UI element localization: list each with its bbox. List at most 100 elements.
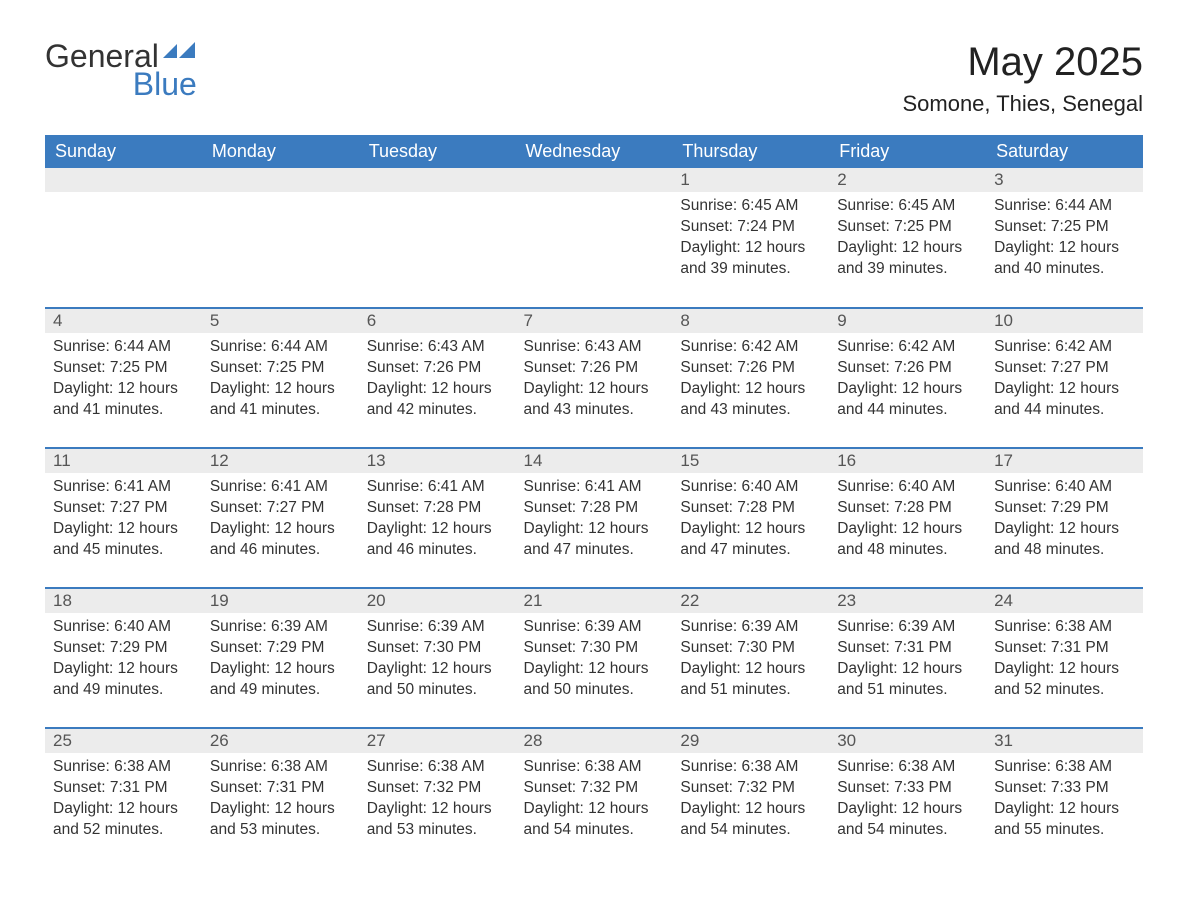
sunrise-line: Sunrise: 6:38 AM — [994, 617, 1135, 638]
day-number: 2 — [829, 168, 986, 192]
day-details: Sunrise: 6:42 AMSunset: 7:26 PMDaylight:… — [829, 333, 986, 425]
day-details: Sunrise: 6:38 AMSunset: 7:32 PMDaylight:… — [359, 753, 516, 845]
day-details: Sunrise: 6:40 AMSunset: 7:28 PMDaylight:… — [829, 473, 986, 565]
calendar-day: 21Sunrise: 6:39 AMSunset: 7:30 PMDayligh… — [516, 588, 673, 728]
daylight-line: Daylight: 12 hours and 39 minutes. — [680, 238, 821, 280]
sunrise-line: Sunrise: 6:41 AM — [524, 477, 665, 498]
daylight-line: Daylight: 12 hours and 50 minutes. — [367, 659, 508, 701]
calendar-day: 11Sunrise: 6:41 AMSunset: 7:27 PMDayligh… — [45, 448, 202, 588]
day-number: 12 — [202, 449, 359, 473]
sunset-line: Sunset: 7:31 PM — [837, 638, 978, 659]
title-block: May 2025 Somone, Thies, Senegal — [902, 40, 1143, 117]
calendar-empty-day — [202, 168, 359, 308]
day-details: Sunrise: 6:45 AMSunset: 7:25 PMDaylight:… — [829, 192, 986, 284]
sunset-line: Sunset: 7:30 PM — [524, 638, 665, 659]
calendar-day: 9Sunrise: 6:42 AMSunset: 7:26 PMDaylight… — [829, 308, 986, 448]
sunset-line: Sunset: 7:27 PM — [994, 358, 1135, 379]
day-details: Sunrise: 6:44 AMSunset: 7:25 PMDaylight:… — [986, 192, 1143, 284]
day-number: 21 — [516, 589, 673, 613]
sunset-line: Sunset: 7:32 PM — [367, 778, 508, 799]
sunset-line: Sunset: 7:28 PM — [367, 498, 508, 519]
calendar-week: 25Sunrise: 6:38 AMSunset: 7:31 PMDayligh… — [45, 728, 1143, 868]
day-number — [516, 168, 673, 192]
daylight-line: Daylight: 12 hours and 53 minutes. — [210, 799, 351, 841]
sunrise-line: Sunrise: 6:40 AM — [994, 477, 1135, 498]
weekday-header: Wednesday — [516, 135, 673, 168]
sunrise-line: Sunrise: 6:42 AM — [680, 337, 821, 358]
month-title: May 2025 — [902, 40, 1143, 85]
day-details: Sunrise: 6:41 AMSunset: 7:27 PMDaylight:… — [45, 473, 202, 565]
sunrise-line: Sunrise: 6:40 AM — [680, 477, 821, 498]
weekday-header: Sunday — [45, 135, 202, 168]
sunset-line: Sunset: 7:27 PM — [53, 498, 194, 519]
day-number: 30 — [829, 729, 986, 753]
daylight-line: Daylight: 12 hours and 48 minutes. — [837, 519, 978, 561]
location: Somone, Thies, Senegal — [902, 91, 1143, 117]
sunrise-line: Sunrise: 6:38 AM — [994, 757, 1135, 778]
day-number: 26 — [202, 729, 359, 753]
daylight-line: Daylight: 12 hours and 46 minutes. — [367, 519, 508, 561]
day-number: 10 — [986, 309, 1143, 333]
day-details: Sunrise: 6:38 AMSunset: 7:32 PMDaylight:… — [672, 753, 829, 845]
sunset-line: Sunset: 7:31 PM — [53, 778, 194, 799]
sunset-line: Sunset: 7:26 PM — [837, 358, 978, 379]
calendar-day: 17Sunrise: 6:40 AMSunset: 7:29 PMDayligh… — [986, 448, 1143, 588]
daylight-line: Daylight: 12 hours and 44 minutes. — [994, 379, 1135, 421]
sunset-line: Sunset: 7:25 PM — [210, 358, 351, 379]
daylight-line: Daylight: 12 hours and 49 minutes. — [210, 659, 351, 701]
daylight-line: Daylight: 12 hours and 40 minutes. — [994, 238, 1135, 280]
sunrise-line: Sunrise: 6:38 AM — [53, 757, 194, 778]
sunrise-line: Sunrise: 6:42 AM — [837, 337, 978, 358]
sunset-line: Sunset: 7:31 PM — [994, 638, 1135, 659]
day-details: Sunrise: 6:38 AMSunset: 7:32 PMDaylight:… — [516, 753, 673, 845]
day-number: 25 — [45, 729, 202, 753]
sunset-line: Sunset: 7:28 PM — [837, 498, 978, 519]
sunrise-line: Sunrise: 6:41 AM — [53, 477, 194, 498]
day-number: 6 — [359, 309, 516, 333]
calendar-empty-day — [516, 168, 673, 308]
daylight-line: Daylight: 12 hours and 54 minutes. — [680, 799, 821, 841]
calendar-week: 1Sunrise: 6:45 AMSunset: 7:24 PMDaylight… — [45, 168, 1143, 308]
day-number — [359, 168, 516, 192]
sunrise-line: Sunrise: 6:38 AM — [680, 757, 821, 778]
calendar-day: 23Sunrise: 6:39 AMSunset: 7:31 PMDayligh… — [829, 588, 986, 728]
daylight-line: Daylight: 12 hours and 47 minutes. — [524, 519, 665, 561]
daylight-line: Daylight: 12 hours and 54 minutes. — [524, 799, 665, 841]
day-number: 31 — [986, 729, 1143, 753]
calendar-head: SundayMondayTuesdayWednesdayThursdayFrid… — [45, 135, 1143, 168]
sunset-line: Sunset: 7:25 PM — [994, 217, 1135, 238]
weekday-header: Monday — [202, 135, 359, 168]
sunrise-line: Sunrise: 6:38 AM — [367, 757, 508, 778]
day-number: 28 — [516, 729, 673, 753]
day-number: 29 — [672, 729, 829, 753]
day-details: Sunrise: 6:39 AMSunset: 7:30 PMDaylight:… — [672, 613, 829, 705]
calendar-day: 31Sunrise: 6:38 AMSunset: 7:33 PMDayligh… — [986, 728, 1143, 868]
sunset-line: Sunset: 7:29 PM — [210, 638, 351, 659]
day-number: 7 — [516, 309, 673, 333]
calendar-day: 13Sunrise: 6:41 AMSunset: 7:28 PMDayligh… — [359, 448, 516, 588]
day-number: 23 — [829, 589, 986, 613]
day-number — [202, 168, 359, 192]
day-number: 24 — [986, 589, 1143, 613]
sunrise-line: Sunrise: 6:42 AM — [994, 337, 1135, 358]
sunset-line: Sunset: 7:32 PM — [680, 778, 821, 799]
day-details: Sunrise: 6:41 AMSunset: 7:27 PMDaylight:… — [202, 473, 359, 565]
day-number: 3 — [986, 168, 1143, 192]
calendar-week: 4Sunrise: 6:44 AMSunset: 7:25 PMDaylight… — [45, 308, 1143, 448]
calendar-day: 2Sunrise: 6:45 AMSunset: 7:25 PMDaylight… — [829, 168, 986, 308]
sunrise-line: Sunrise: 6:39 AM — [680, 617, 821, 638]
calendar-day: 4Sunrise: 6:44 AMSunset: 7:25 PMDaylight… — [45, 308, 202, 448]
day-number: 13 — [359, 449, 516, 473]
calendar-body: 1Sunrise: 6:45 AMSunset: 7:24 PMDaylight… — [45, 168, 1143, 868]
daylight-line: Daylight: 12 hours and 55 minutes. — [994, 799, 1135, 841]
calendar-day: 29Sunrise: 6:38 AMSunset: 7:32 PMDayligh… — [672, 728, 829, 868]
sunset-line: Sunset: 7:25 PM — [53, 358, 194, 379]
sunrise-line: Sunrise: 6:39 AM — [210, 617, 351, 638]
day-details: Sunrise: 6:39 AMSunset: 7:30 PMDaylight:… — [516, 613, 673, 705]
day-number: 14 — [516, 449, 673, 473]
day-details: Sunrise: 6:40 AMSunset: 7:29 PMDaylight:… — [45, 613, 202, 705]
day-details: Sunrise: 6:39 AMSunset: 7:29 PMDaylight:… — [202, 613, 359, 705]
day-details: Sunrise: 6:39 AMSunset: 7:30 PMDaylight:… — [359, 613, 516, 705]
day-details: Sunrise: 6:38 AMSunset: 7:33 PMDaylight:… — [986, 753, 1143, 845]
calendar-day: 25Sunrise: 6:38 AMSunset: 7:31 PMDayligh… — [45, 728, 202, 868]
